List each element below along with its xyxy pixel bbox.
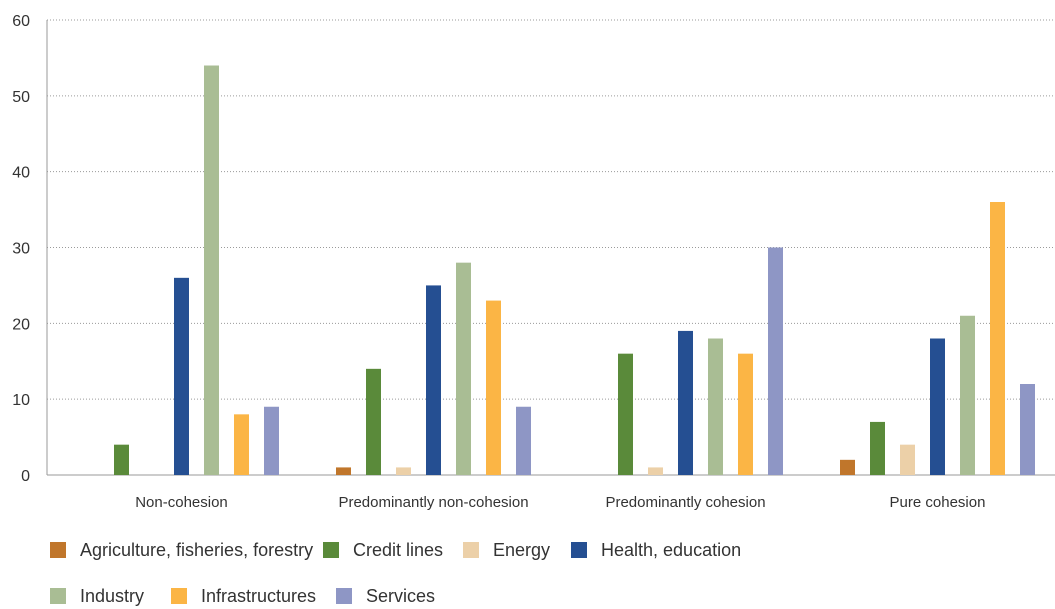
legend-label: Credit lines — [353, 540, 443, 560]
legend-swatch — [171, 588, 187, 604]
x-category-label: Predominantly cohesion — [605, 494, 765, 511]
legend-item: Agriculture, fisheries, forestry — [50, 540, 313, 560]
gridlines — [47, 19, 1055, 400]
y-tick-label: 0 — [21, 468, 30, 485]
legend-swatch — [571, 542, 587, 558]
bar — [930, 338, 945, 475]
bar — [114, 444, 129, 475]
bar — [456, 262, 471, 475]
bar — [738, 353, 753, 475]
bar — [990, 202, 1005, 475]
x-category-label: Predominantly non-cohesion — [338, 494, 528, 511]
bar — [648, 467, 663, 475]
y-axis: 0 10 20 30 40 50 60 — [12, 13, 1055, 485]
bar — [678, 330, 693, 475]
legend-item: Credit lines — [323, 540, 443, 560]
x-axis: Non-cohesion Predominantly non-cohesion Pr… — [135, 494, 985, 511]
bar — [768, 247, 783, 475]
bar — [708, 338, 723, 475]
bar — [840, 459, 855, 475]
y-tick-label: 30 — [12, 241, 30, 258]
legend-item: Energy — [463, 540, 550, 560]
bar — [204, 65, 219, 475]
bar — [366, 368, 381, 475]
legend-swatch — [50, 542, 66, 558]
bar — [516, 406, 531, 475]
legend-label: Industry — [80, 586, 144, 606]
y-tick-label: 40 — [12, 165, 30, 182]
x-category-label: Pure cohesion — [890, 494, 986, 511]
legend-item: Industry — [50, 586, 144, 606]
bar — [1020, 384, 1035, 475]
x-category-label: Non-cohesion — [135, 494, 228, 511]
bar — [486, 300, 501, 475]
legend-swatch — [463, 542, 479, 558]
legend-item: Infrastructures — [171, 586, 316, 606]
y-tick-label: 10 — [12, 392, 30, 409]
bar — [426, 285, 441, 475]
bar — [264, 406, 279, 475]
legend: Agriculture, fisheries, forestry Credit l… — [50, 540, 741, 606]
legend-swatch — [323, 542, 339, 558]
bar — [900, 444, 915, 475]
bar — [960, 315, 975, 475]
legend-swatch — [336, 588, 352, 604]
legend-label: Services — [366, 586, 435, 606]
y-tick-label: 60 — [12, 13, 30, 30]
bar — [618, 353, 633, 475]
y-tick-label: 20 — [12, 316, 30, 333]
y-tick-label: 50 — [12, 89, 30, 106]
legend-item: Services — [336, 586, 435, 606]
bar — [174, 277, 189, 475]
bars — [114, 65, 1035, 475]
bar — [336, 467, 351, 475]
legend-item: Health, education — [571, 540, 741, 560]
legend-label: Agriculture, fisheries, forestry — [80, 540, 313, 560]
legend-label: Health, education — [601, 540, 741, 560]
legend-label: Energy — [493, 540, 550, 560]
legend-swatch — [50, 588, 66, 604]
legend-label: Infrastructures — [201, 586, 316, 606]
bar — [870, 421, 885, 475]
bar — [234, 414, 249, 475]
bar — [396, 467, 411, 475]
